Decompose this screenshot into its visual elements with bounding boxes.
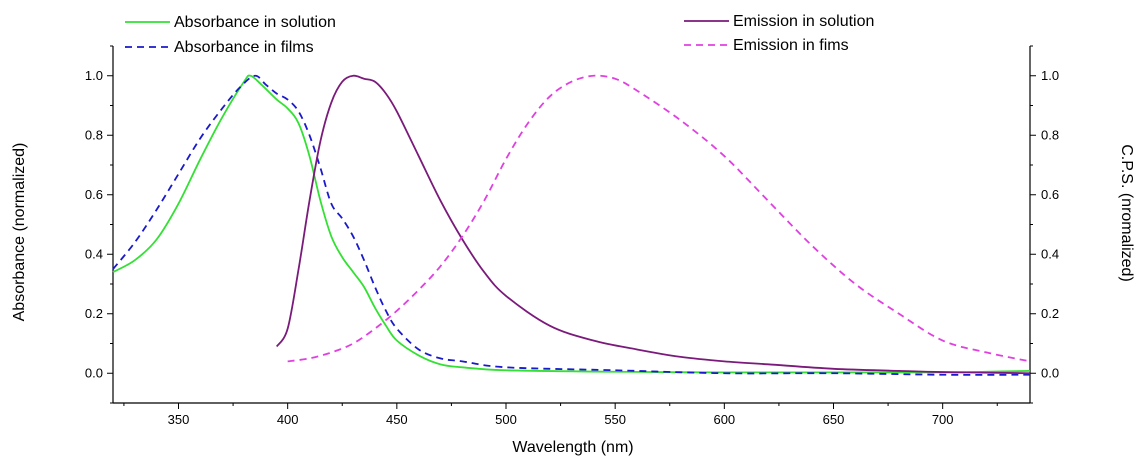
y-tick-label-right: 0.2 xyxy=(1041,306,1059,321)
series-emission-solution xyxy=(275,74,1031,375)
series-layer xyxy=(112,74,1031,376)
x-axis-title: Wavelength (nm) xyxy=(512,439,633,456)
series-emission-films xyxy=(287,74,1031,363)
y-tick-label-left: 0.8 xyxy=(85,127,103,142)
y-tick-label-left: 0.4 xyxy=(85,246,103,261)
y-tick-label-right: 0.8 xyxy=(1041,127,1059,142)
legend: Absorbance in solution Absorbance in film… xyxy=(125,13,874,56)
y-tick-label-right: 0.4 xyxy=(1041,246,1059,261)
axis-ticks: 350 400 450 500 550 600 650 700 0.0 0.0 0.2 0.2 0.4 0… xyxy=(85,45,1059,427)
series-absorbance-solution xyxy=(112,74,1031,374)
y-tick-label-right: 0.0 xyxy=(1041,365,1059,380)
y-tick-label-left: 0.2 xyxy=(85,306,103,321)
legend-item-absorbance-solution: Absorbance in solution xyxy=(125,14,336,31)
y-tick-label-left: 0.6 xyxy=(85,187,103,202)
legend-item-emission-solution: Emission in solution xyxy=(684,13,874,30)
y-axis-title-left: Absorbance (normalized) xyxy=(11,143,28,322)
legend-label: Absorbance in films xyxy=(174,39,314,56)
x-tick-label: 350 xyxy=(168,412,190,427)
y-tick-label-left: 0.0 xyxy=(85,365,103,380)
x-tick-label: 500 xyxy=(495,412,517,427)
legend-label: Emission in solution xyxy=(733,13,874,30)
legend-label: Absorbance in solution xyxy=(174,14,336,31)
legend-item-absorbance-films: Absorbance in films xyxy=(125,39,314,56)
legend-label: Emission in fims xyxy=(733,37,849,54)
y-tick-label-right: 0.6 xyxy=(1041,187,1059,202)
y-tick-label-right: 1.0 xyxy=(1041,68,1059,83)
x-tick-label: 650 xyxy=(823,412,845,427)
x-tick-label: 600 xyxy=(713,412,735,427)
series-absorbance-films xyxy=(112,74,1031,376)
y-axis-title-right: C.P.S. (nromalized) xyxy=(1118,144,1135,282)
y-tick-label-left: 1.0 xyxy=(85,68,103,83)
legend-item-emission-films: Emission in fims xyxy=(684,37,849,54)
x-tick-label: 450 xyxy=(386,412,408,427)
plot-frame xyxy=(112,46,1031,404)
x-tick-label: 550 xyxy=(604,412,626,427)
x-tick-label: 400 xyxy=(277,412,299,427)
x-tick-label: 700 xyxy=(932,412,954,427)
